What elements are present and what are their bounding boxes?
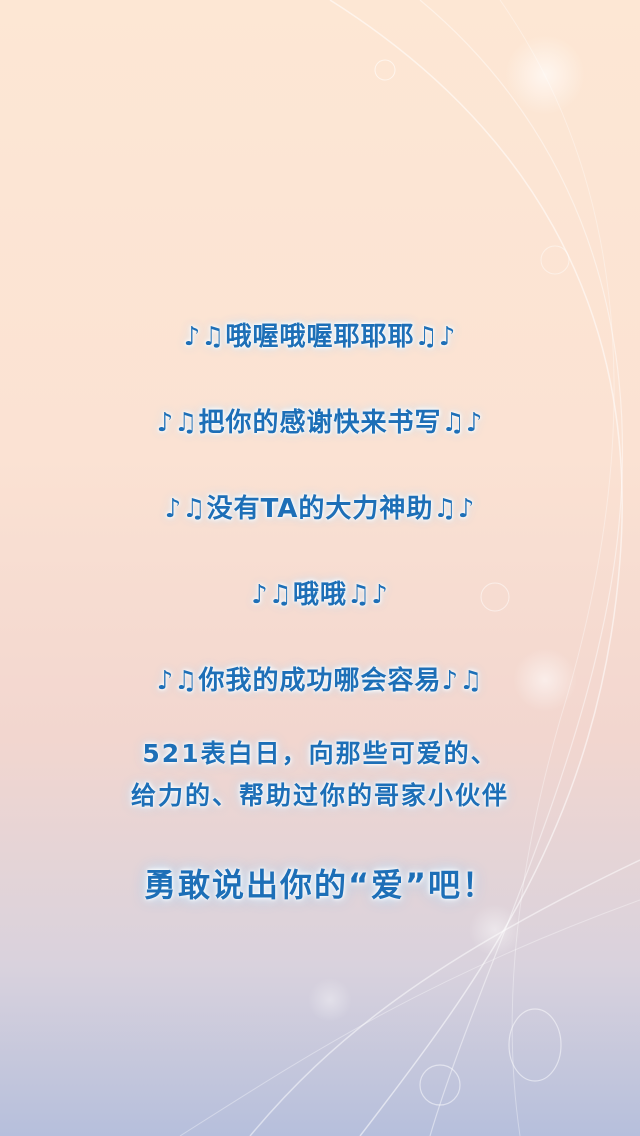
music-notes-icon: ♫♪ — [347, 580, 389, 610]
lyric-line-3: ♪♫没有TA的大力神助♫♪ — [0, 488, 640, 525]
lyric-line-1: ♪♫哦喔哦喔耶耶耶♫♪ — [0, 316, 640, 353]
lyric-text: 没有TA的大力神助 — [206, 494, 434, 524]
lyric-line-4: ♪♫哦哦♫♪ — [0, 574, 640, 611]
message-line-1: 521表白日，向那些可爱的、 — [142, 739, 498, 768]
lyric-line-5: ♪♫你我的成功哪会容易♪♫ — [0, 660, 640, 697]
music-notes-icon: ♫♪ — [433, 494, 476, 524]
closing-slogan: 勇敢说出你的“爱”吧！ — [143, 866, 497, 904]
music-notes-icon: ♪♫ — [183, 322, 226, 352]
lyric-text: 你我的成功哪会容易 — [198, 666, 442, 696]
lyric-text: 哦喔哦喔耶耶耶 — [225, 322, 415, 352]
lyric-text: 哦哦 — [292, 580, 347, 610]
lyric-line-2: ♪♫把你的感谢快来书写♫♪ — [0, 402, 640, 439]
music-notes-icon: ♪♫ — [251, 580, 293, 610]
music-notes-icon: ♪♫ — [156, 408, 199, 438]
message-line-2: 给力的、帮助过你的哥家小伙伴 — [130, 781, 509, 810]
music-notes-icon: ♪♫ — [164, 494, 207, 524]
message-paragraph: 521表白日，向那些可爱的、 给力的、帮助过你的哥家小伙伴 — [0, 733, 640, 817]
music-notes-icon: ♫♪ — [441, 408, 484, 438]
music-notes-icon: ♪♫ — [156, 666, 199, 696]
music-notes-icon: ♫♪ — [414, 322, 457, 352]
music-notes-icon: ♪♫ — [441, 666, 484, 696]
lyric-text: 把你的感谢快来书写 — [198, 408, 442, 438]
